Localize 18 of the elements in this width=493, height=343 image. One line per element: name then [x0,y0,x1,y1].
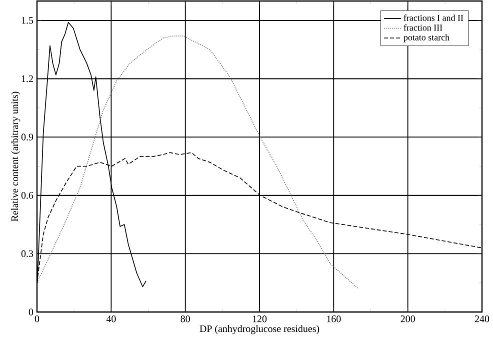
x-tick-label: 120 [252,316,267,322]
legend-label: fraction III [404,24,442,31]
x-tick-label: 240 [474,316,490,322]
x-axis-title: DP (anhydroglucose residues) [200,325,320,334]
y-tick-label: 0.9 [21,134,34,140]
y-axis-title: Relative content (arbitrary units) [11,92,20,222]
y-tick-label: 0.6 [21,192,34,199]
y-tick-label: 0.3 [21,250,34,258]
x-tick-label: 0 [34,316,40,322]
y-tick-label: 0 [28,308,34,316]
x-tick-label: 80 [180,316,190,322]
x-tick-label: 200 [400,316,415,322]
legend-label: potato starch [404,34,450,42]
legend-label: fractions I and II [404,14,464,21]
y-tick-label: 1.5 [22,17,34,24]
x-tick-label: 160 [327,316,341,322]
y-tick-label: 1.2 [22,75,33,82]
x-tick-label: 40 [106,316,116,322]
